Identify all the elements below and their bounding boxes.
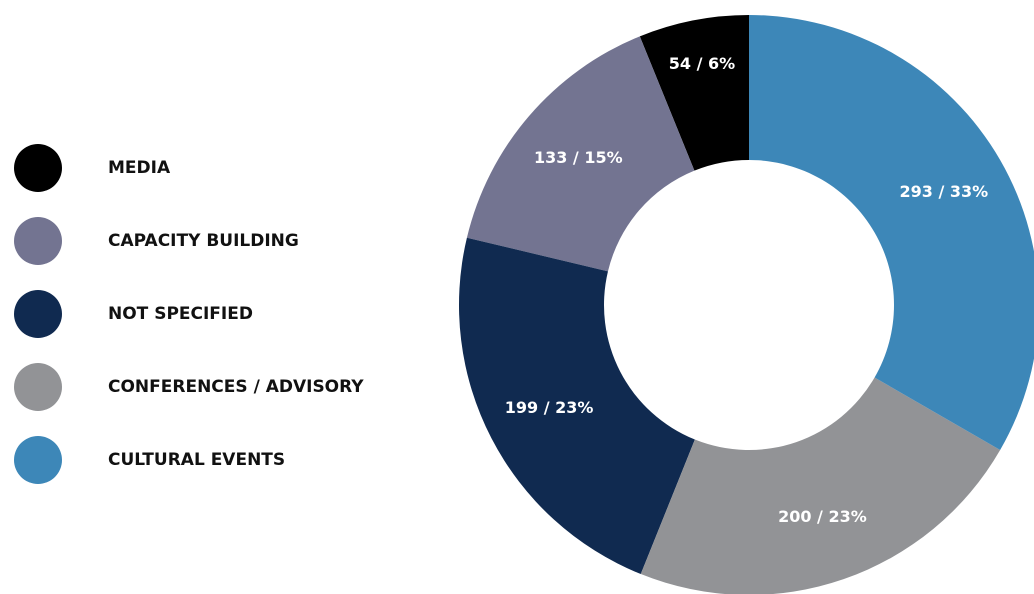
legend-swatch [14,363,62,411]
legend-label: MEDIA [108,158,171,178]
value-label: 54 / 6% [669,54,735,73]
value-label: 200 / 23% [778,507,867,526]
legend-label: NOT SPECIFIED [108,304,253,324]
donut-segment [749,15,1034,450]
donut-segment [640,377,1001,594]
donut-segment [639,15,749,171]
legend-swatch [14,290,62,338]
legend-swatch [14,144,62,192]
value-label: 199 / 23% [505,398,594,417]
legend-swatch [14,436,62,484]
donut-segment [466,36,695,272]
legend-swatch [14,217,62,265]
legend-label: CAPACITY BUILDING [108,231,299,251]
legend-label: CONFERENCES / ADVISORY [108,377,364,397]
value-label: 133 / 15% [534,148,623,167]
legend-label: CULTURAL EVENTS [108,450,285,470]
value-label: 293 / 33% [900,182,989,201]
donut-segment [459,237,695,575]
